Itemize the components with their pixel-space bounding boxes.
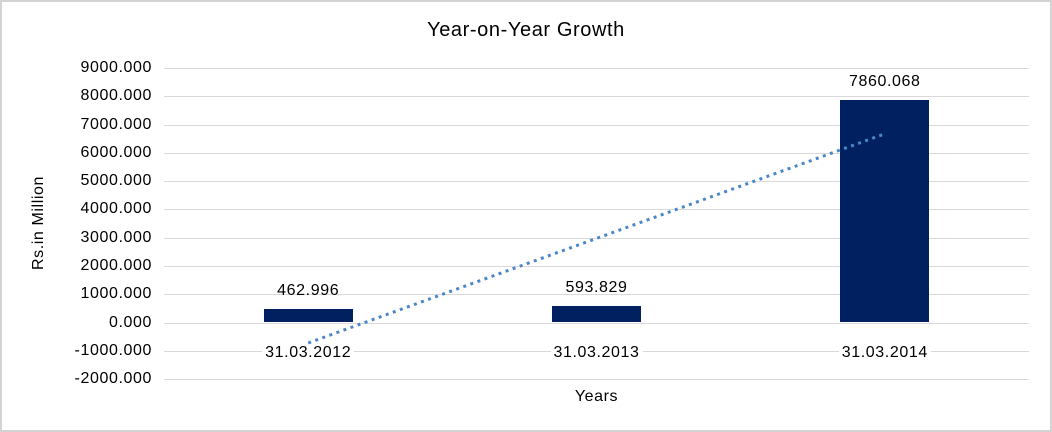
y-axis-tick-label: 9000.000	[80, 59, 152, 76]
bar	[263, 309, 353, 323]
gridline	[164, 322, 1029, 324]
x-axis-title: Years	[574, 388, 619, 405]
y-axis-tick-label: -1000.000	[74, 341, 152, 359]
gridline	[164, 379, 1029, 380]
y-axis-tick-label: 3000.000	[80, 228, 152, 246]
y-axis-tick-label: 1000.000	[80, 285, 152, 303]
x-axis-category-label: 31.03.2012	[262, 344, 355, 362]
bar-value-label: 593.829	[565, 278, 628, 296]
bar-value-label: 7860.068	[849, 73, 921, 91]
y-axis-tick-label: -2000.000	[74, 370, 152, 387]
x-axis-category-label: 31.03.2014	[838, 344, 931, 362]
x-axis-category-label: 31.03.2013	[550, 344, 643, 362]
chart-title: Year-on-Year Growth	[427, 19, 625, 41]
bar-value-label: 462.996	[277, 282, 340, 300]
bar	[840, 100, 930, 323]
bar	[552, 305, 641, 323]
gridline	[164, 68, 1029, 69]
y-axis-tick-label: 6000.000	[80, 143, 152, 161]
y-axis-tick-label: 4000.000	[80, 200, 152, 218]
gridline	[164, 96, 1029, 98]
y-axis-tick-label: 5000.000	[80, 172, 152, 190]
y-axis-tick-label: 2000.000	[80, 256, 152, 274]
y-axis-tick-label: 8000.000	[80, 87, 152, 105]
gridline	[164, 124, 1029, 126]
y-axis-tick-label: 0.000	[108, 313, 152, 331]
y-axis-tick-label: 7000.000	[80, 115, 152, 133]
